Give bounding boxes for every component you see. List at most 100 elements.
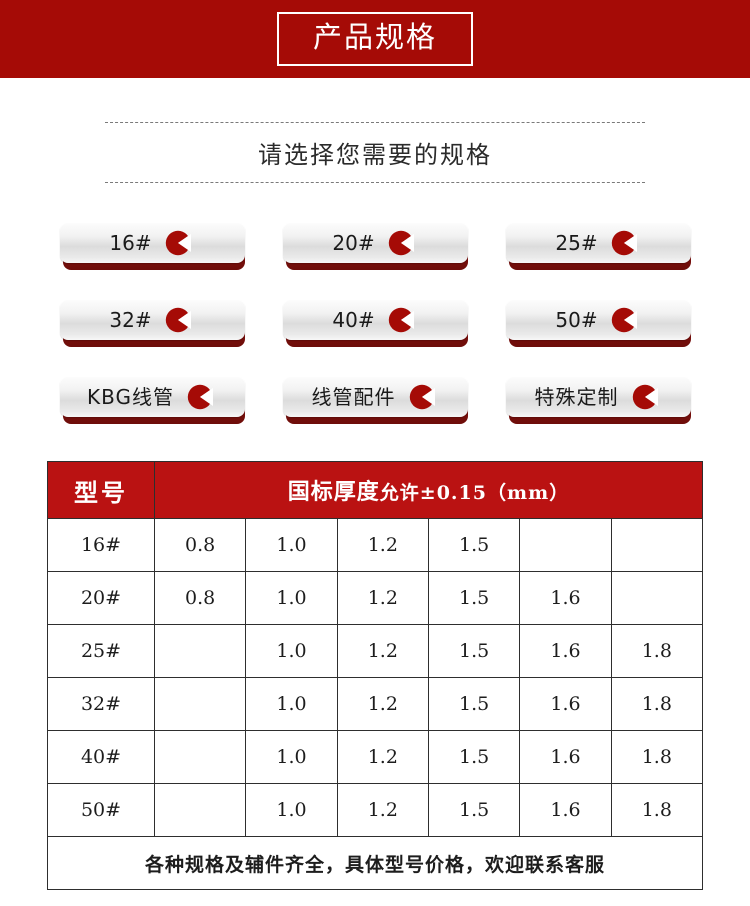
cell-thickness: 0.8	[153, 518, 247, 572]
spec-button-kbg线管[interactable]: KBG线管	[59, 376, 245, 424]
dashed-divider-bottom	[105, 182, 645, 183]
button-face[interactable]: 20#	[282, 222, 468, 263]
button-face[interactable]: 32#	[59, 299, 245, 340]
subheading-text: 请选择您需要的规格	[258, 141, 492, 169]
spec-table-head: 型号 国标厚度允许±0.15（mm）	[47, 461, 703, 519]
cell-thickness	[610, 571, 704, 625]
cell-thickness	[153, 677, 247, 731]
table-row: 40# 1.0 1.2 1.5 1.6 1.8	[47, 730, 704, 784]
cell-thickness: 1.2	[336, 518, 429, 572]
table-row: 16# 0.8 1.0 1.2 1.5	[47, 518, 704, 572]
cell-thickness: 1.6	[519, 571, 612, 625]
spec-button-16[interactable]: 16#	[59, 222, 245, 270]
spec-button-25[interactable]: 25#	[505, 222, 691, 270]
button-face[interactable]: 25#	[505, 222, 691, 263]
button-label: KBG线管	[87, 384, 174, 409]
cell-thickness: 1.0	[245, 730, 338, 784]
product-spec-banner: 产品规格	[0, 0, 750, 78]
red-circle-left-arrow-icon	[165, 230, 191, 256]
button-label: 16#	[109, 230, 152, 255]
header-thickness-main: 国标厚度	[287, 479, 380, 505]
button-label: 线管配件	[311, 384, 396, 409]
spec-button-线管配件[interactable]: 线管配件	[282, 376, 468, 424]
table-row: 25# 1.0 1.2 1.5 1.6 1.8	[47, 624, 704, 678]
cell-thickness: 0.8	[153, 571, 247, 625]
button-label: 25#	[555, 230, 598, 255]
red-circle-left-arrow-icon	[611, 307, 637, 333]
cell-thickness: 1.2	[336, 571, 429, 625]
spec-table: 型号 国标厚度允许±0.15（mm） 16# 0.8 1.0 1.2 1.5 20# 0.8…	[47, 461, 704, 890]
cell-thickness	[610, 518, 704, 572]
cell-model: 20#	[47, 571, 155, 625]
cell-thickness: 1.2	[336, 624, 429, 678]
cell-thickness	[153, 624, 247, 678]
red-circle-left-arrow-icon	[611, 230, 637, 256]
spec-button-row: 32# 40# 50#	[0, 299, 750, 347]
cell-thickness: 1.0	[245, 677, 338, 731]
cell-thickness: 1.2	[336, 677, 429, 731]
cell-thickness: 1.6	[519, 783, 612, 837]
spec-button-40[interactable]: 40#	[282, 299, 468, 347]
spec-table-body: 16# 0.8 1.0 1.2 1.5 20# 0.8 1.0 1.2 1.5 1.6 25# 1.0 1…	[47, 518, 704, 890]
cell-model: 25#	[47, 624, 155, 678]
cell-model: 40#	[47, 730, 155, 784]
spec-button-row: KBG线管 线管配件 特殊定制	[0, 376, 750, 424]
subheading-block: 请选择您需要的规格	[105, 122, 645, 183]
red-circle-left-arrow-icon	[632, 384, 658, 410]
header-cell-thickness: 国标厚度允许±0.15（mm）	[154, 461, 703, 519]
button-face[interactable]: 40#	[282, 299, 468, 340]
cell-thickness: 1.8	[610, 677, 704, 731]
button-face[interactable]: 50#	[505, 299, 691, 340]
table-row: 50# 1.0 1.2 1.5 1.6 1.8	[47, 783, 704, 837]
red-circle-left-arrow-icon	[165, 307, 191, 333]
red-circle-left-arrow-icon	[409, 384, 435, 410]
red-circle-left-arrow-icon	[388, 307, 414, 333]
cell-thickness: 1.6	[519, 677, 612, 731]
contact-note: 各种规格及辅件齐全，具体型号价格，欢迎联系客服	[47, 836, 703, 890]
cell-model: 32#	[47, 677, 155, 731]
button-face[interactable]: 16#	[59, 222, 245, 263]
button-label: 特殊定制	[534, 384, 619, 409]
button-label: 50#	[555, 307, 598, 332]
spec-button-50[interactable]: 50#	[505, 299, 691, 347]
button-label: 32#	[109, 307, 152, 332]
button-face[interactable]: KBG线管	[59, 376, 245, 417]
red-circle-left-arrow-icon	[388, 230, 414, 256]
cell-thickness	[519, 518, 612, 572]
cell-thickness: 1.8	[610, 730, 704, 784]
header-cell-model: 型号	[47, 461, 155, 519]
button-face[interactable]: 线管配件	[282, 376, 468, 417]
cell-thickness: 1.0	[245, 571, 338, 625]
table-row: 20# 0.8 1.0 1.2 1.5 1.6	[47, 571, 704, 625]
spec-button-row: 16# 20# 25#	[0, 222, 750, 270]
spec-button-20[interactable]: 20#	[282, 222, 468, 270]
cell-thickness: 1.0	[245, 624, 338, 678]
header-thickness-sub: 允许±0.15（mm）	[379, 482, 570, 504]
table-header-row: 型号 国标厚度允许±0.15（mm）	[47, 461, 703, 519]
red-circle-left-arrow-icon	[187, 384, 213, 410]
cell-thickness: 1.6	[519, 624, 612, 678]
cell-thickness: 1.6	[519, 730, 612, 784]
cell-model: 50#	[47, 783, 155, 837]
button-label: 40#	[332, 307, 375, 332]
cell-thickness	[153, 783, 247, 837]
dashed-divider-top	[105, 122, 645, 123]
cell-thickness: 1.8	[610, 783, 704, 837]
cell-thickness	[153, 730, 247, 784]
cell-thickness: 1.5	[427, 730, 521, 784]
cell-thickness: 1.5	[427, 518, 521, 572]
cell-thickness: 1.5	[427, 783, 521, 837]
table-row: 32# 1.0 1.2 1.5 1.6 1.8	[47, 677, 704, 731]
table-note-row: 各种规格及辅件齐全，具体型号价格，欢迎联系客服	[47, 836, 703, 890]
spec-button-32[interactable]: 32#	[59, 299, 245, 347]
cell-thickness: 1.5	[427, 677, 521, 731]
cell-thickness: 1.8	[610, 624, 704, 678]
cell-model: 16#	[47, 518, 155, 572]
cell-thickness: 1.2	[336, 783, 429, 837]
spec-button-grid: 16# 20# 25# 32# 40# 50# KBG线管 线管配件 特殊定制	[0, 222, 750, 453]
cell-thickness: 1.5	[427, 571, 521, 625]
button-face[interactable]: 特殊定制	[505, 376, 691, 417]
cell-thickness: 1.2	[336, 730, 429, 784]
spec-button-特殊定制[interactable]: 特殊定制	[505, 376, 691, 424]
cell-thickness: 1.0	[245, 783, 338, 837]
